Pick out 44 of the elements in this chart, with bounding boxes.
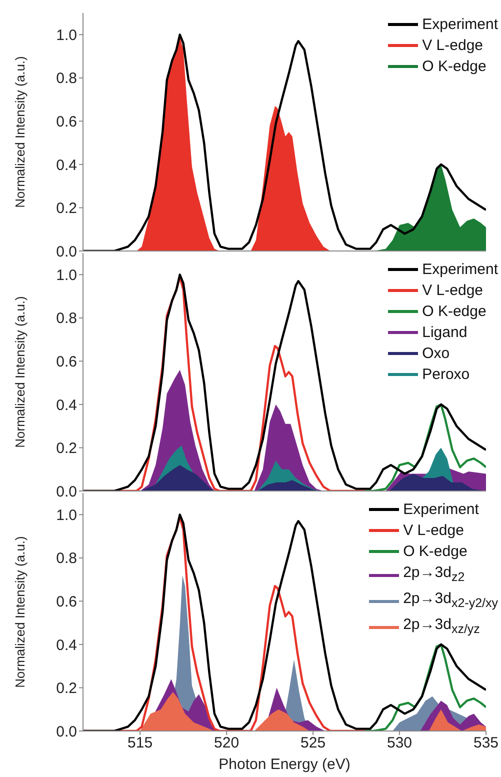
x-tick-label: 530 [387, 734, 412, 752]
legend-label: Oxo [422, 344, 450, 364]
y-axis-title: Normalized Intensity (a.u.) [12, 56, 28, 208]
y-tick-label: 0.2 [56, 440, 77, 458]
legend-label: Peroxo [422, 365, 470, 385]
y-tick-label: 0.6 [56, 114, 77, 131]
y-tick-label: 0.0 [56, 243, 77, 260]
y-tick-label: 0.6 [56, 594, 77, 611]
y-tick-label: 0.6 [56, 354, 77, 371]
legend-label: O K-edge [403, 542, 468, 562]
x-axis-title: Photon Energy (eV) [218, 756, 350, 773]
x-tick-label: 525 [300, 734, 326, 752]
y-tick-label: 0.4 [56, 156, 77, 174]
legend-label: V L-edge [403, 521, 464, 541]
legend-label: 2p→3d$_{xz/yz}$ [403, 615, 480, 638]
y-tick-label: 0.4 [56, 636, 77, 654]
legend-label: Experiment [422, 15, 498, 35]
y-tick-label: 0.8 [56, 310, 77, 328]
legend-label: Ligand [422, 323, 468, 343]
legend-label: Experiment [403, 500, 479, 520]
x-tick-label: 535 [473, 734, 499, 752]
y-tick-label: 1.0 [56, 506, 77, 524]
legend-label: 2p→3d$_{x2-y2/xy}$ [403, 589, 498, 612]
y-tick-label: 0.8 [56, 550, 77, 568]
legend-label: O K-edge [422, 302, 486, 322]
y-tick-label: 0.2 [56, 680, 77, 698]
y-tick-label: 0.8 [56, 70, 77, 88]
x-tick-label: 515 [128, 734, 153, 752]
line-series [364, 403, 486, 491]
y-tick-label: 0.0 [56, 723, 77, 740]
y-tick-label: 0.2 [56, 200, 77, 218]
legend-label: Experiment [422, 260, 498, 280]
y-tick-label: 0.4 [56, 396, 77, 414]
legend-label: 2p→3d$_{z2}$ [403, 563, 465, 586]
y-axis-title: Normalized Intensity (a.u.) [12, 296, 28, 448]
legend-label: O K-edge [422, 57, 486, 77]
x-tick-label: 520 [214, 734, 240, 752]
y-tick-label: 1.0 [56, 26, 77, 44]
legend-label: V L-edge [422, 36, 484, 56]
y-tick-label: 0.0 [56, 483, 77, 500]
y-tick-label: 1.0 [56, 266, 77, 284]
line-series [364, 643, 486, 731]
legend-label: V L-edge [422, 281, 484, 301]
y-axis-title: Normalized Intensity (a.u.) [12, 536, 28, 688]
